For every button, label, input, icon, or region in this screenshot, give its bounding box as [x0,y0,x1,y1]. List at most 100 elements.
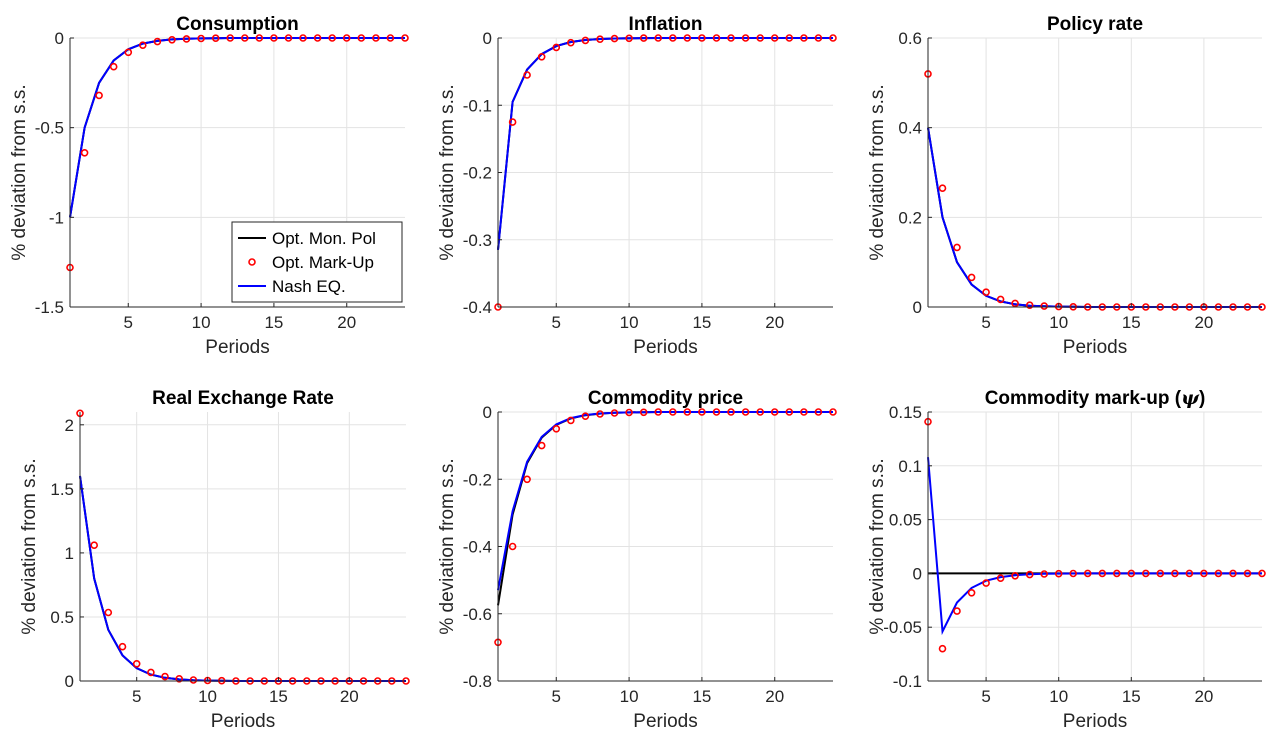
data-point [566,416,575,425]
x-tick-label: 5 [552,313,561,332]
data-point [90,541,98,550]
data-point [814,34,823,42]
data-point [829,34,837,42]
panel-1: 5 10 15 20 -1.5 -1 -0.5 0 Consumption Periods % de… [9,14,409,358]
legend-label: Opt. Mark-Up [272,253,374,272]
panel-title: Real Exchange Rate [152,388,334,409]
panel-6: 5 10 15 20 -0.1 -0.05 0 0.05 0.1 0.15 Commodity ma… [867,387,1266,732]
data-point [625,408,633,417]
data-point [756,34,765,42]
legend-entry: Opt. Mark-Up [248,253,374,272]
legend-box [231,221,403,303]
data-point [967,273,976,282]
data-point [698,34,706,42]
x-axis-label: Periods [1063,337,1127,358]
data-point [284,34,293,42]
x-tick-label: 20 [337,313,356,332]
data-point [741,408,750,416]
data-point [581,36,590,45]
x-tick-label: 20 [1194,313,1213,332]
data-point [299,34,307,42]
data-point [537,441,546,450]
y-axis-label: % deviation from s.s. [19,458,40,634]
data-point [552,43,561,52]
y-axis-label: % deviation from s.s. [867,84,888,260]
data-point [1040,302,1048,310]
data-point [1011,299,1019,308]
data-point [770,408,779,416]
data-point [1214,569,1223,578]
data-point [1229,569,1237,578]
y-tick-label: 0.1 [898,457,922,476]
y-tick-label: -0.4 [463,298,492,317]
y-tick-label: -0.1 [893,672,922,691]
data-point [785,408,794,416]
x-tick-label: 20 [765,313,784,332]
y-axis-label: % deviation from s.s. [9,84,30,260]
x-tick-label: 15 [1122,313,1141,332]
y-tick-label: 0.5 [50,608,74,627]
data-point [596,410,604,418]
plot-area [928,38,1262,307]
x-tick-label: 10 [620,687,639,706]
data-point [168,35,176,44]
x-tick-label: 15 [692,687,711,706]
panel-title-text: Policy rate [1047,14,1143,35]
data-point [727,34,735,42]
y-tick-label: 1 [65,544,74,563]
y-tick-label: -0.3 [463,231,492,250]
data-point [270,34,278,42]
y-tick-label: 0 [483,29,492,48]
data-point [829,408,837,416]
data-point [386,34,395,42]
x-axis-label: Periods [1063,711,1127,732]
data-point [1098,569,1107,578]
data-point [800,408,808,416]
plot-area [928,412,1262,681]
data-point [1258,569,1266,578]
panel-title: Policy rate [1047,14,1143,35]
data-point [1011,571,1019,580]
x-tick-label: 15 [1122,687,1141,706]
y-axis-label: % deviation from s.s. [867,458,888,634]
series-group [924,417,1266,653]
data-point [182,35,191,43]
data-point [996,295,1005,304]
x-tick-label: 15 [692,313,711,332]
data-point [996,574,1005,583]
data-point [581,412,590,421]
data-point [372,34,380,42]
y-tick-label: 0 [913,564,922,583]
data-point [1185,569,1194,578]
y-axis-label: % deviation from s.s. [437,458,458,634]
data-point [938,184,947,192]
x-axis-label: Periods [211,711,275,732]
data-point [712,408,721,416]
data-point [197,34,205,43]
data-point [211,34,220,43]
data-point [147,668,155,677]
y-tick-label: -0.05 [883,618,922,637]
data-point [552,424,561,433]
data-point [508,542,517,551]
x-tick-label: 10 [192,313,211,332]
data-point [654,34,663,42]
legend-label: Opt. Mon. Pol [272,229,376,248]
panel-title: Consumption [176,14,298,35]
panel-title: Commodity mark-up (ψ) [985,387,1206,409]
y-tick-label: -1.5 [35,298,64,317]
data-point [161,672,169,681]
data-point [625,34,633,43]
panel-3: 5 10 15 20 0 0.2 0.4 0.6 Policy rate Periods % dev… [867,14,1266,358]
data-point [153,37,162,46]
x-tick-label: 10 [1049,687,1068,706]
data-point [104,608,113,617]
series-group [494,408,837,647]
data-point [953,607,961,615]
data-point [342,34,351,42]
x-tick-label: 5 [124,313,133,332]
legend-swatch [248,258,256,266]
y-tick-label: 0 [65,672,74,691]
panel-title-text: Consumption [176,14,298,35]
